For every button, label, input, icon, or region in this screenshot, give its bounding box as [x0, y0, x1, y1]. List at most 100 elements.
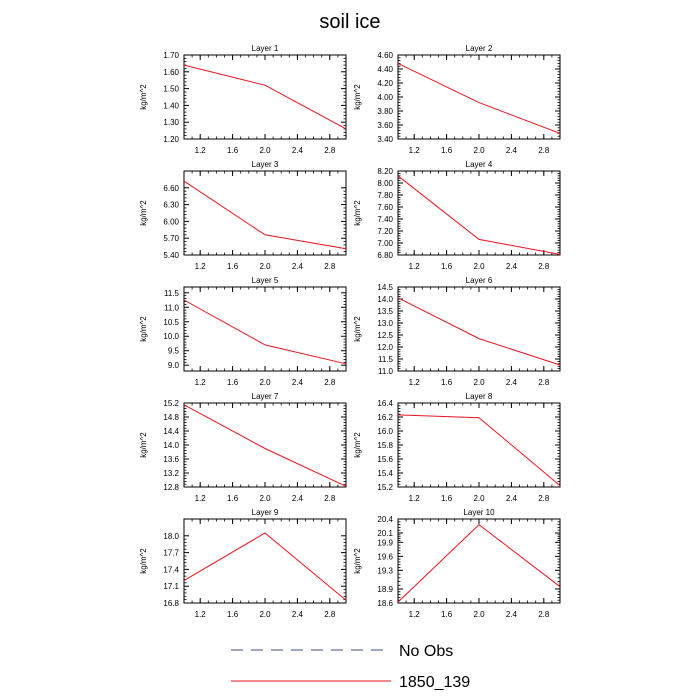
y-tick-label: 7.20	[377, 227, 393, 236]
x-tick-label: 1.2	[195, 146, 207, 155]
x-tick-label: 2.0	[259, 610, 271, 619]
x-tick-label: 2.8	[324, 494, 336, 503]
y-tick-label: 14.0	[377, 295, 393, 304]
panel-layer-4: Layer 4 1.2 1.6 2.0 2.4 2.8 6.80 7.00 7.20 7.40 7.…	[353, 160, 561, 271]
y-axis-label: kg/m^2	[353, 200, 362, 226]
panel-layer-6: Layer 6 1.2 1.6 2.0 2.4 2.8 11.0 11.5 12.0 12.5 13…	[353, 276, 561, 387]
x-tick-label: 1.6	[227, 146, 239, 155]
legend-label-no-obs: No Obs	[399, 643, 453, 660]
y-tick-label: 4.40	[377, 65, 393, 74]
y-tick-label: 14.8	[163, 413, 179, 422]
plot-frame	[183, 170, 347, 256]
series-line-1850-139	[183, 532, 347, 601]
panel-layer-9: Layer 9 1.2 1.6 2.0 2.4 2.8 16.8 17.1 17.4 17.7 18…	[139, 508, 347, 619]
y-axis-label: kg/m^2	[139, 316, 148, 342]
x-tick-label: 2.0	[473, 262, 485, 271]
y-tick-label: 1.60	[163, 68, 179, 77]
y-tick-label: 13.0	[377, 319, 393, 328]
y-tick-label: 16.0	[377, 427, 393, 436]
x-tick-label: 2.4	[292, 262, 304, 271]
y-tick-label: 15.2	[163, 399, 179, 408]
series-line-1850-139	[183, 404, 347, 487]
x-tick-label: 2.4	[506, 610, 518, 619]
x-tick-label: 1.2	[195, 262, 207, 271]
plot-frame	[183, 518, 347, 604]
panel-layer-7: Layer 7 1.2 1.6 2.0 2.4 2.8 12.8 13.2 13.6 14.0 14…	[139, 392, 347, 503]
x-tick-label: 2.4	[292, 378, 304, 387]
panels-grid: Layer 1 1.2 1.6 2.0 2.4 2.8 1.20 1.30 1.40 1.50 1.…	[139, 44, 561, 619]
y-tick-label: 15.8	[377, 441, 393, 450]
y-axis-label: kg/m^2	[353, 548, 362, 574]
y-tick-label: 6.80	[377, 251, 393, 260]
y-tick-label: 19.3	[377, 566, 393, 575]
x-tick-label: 2.0	[259, 146, 271, 155]
y-tick-label: 17.1	[163, 582, 179, 591]
y-axis-label: kg/m^2	[139, 548, 148, 574]
y-tick-label: 16.4	[377, 399, 393, 408]
panel-layer-2: Layer 2 1.2 1.6 2.0 2.4 2.8 3.40 3.60 3.80 4.00 4.…	[353, 44, 561, 155]
x-tick-label: 1.6	[441, 494, 453, 503]
x-tick-label: 2.0	[473, 610, 485, 619]
y-tick-label: 9.0	[168, 361, 180, 370]
y-tick-label: 7.40	[377, 215, 393, 224]
y-tick-label: 6.30	[163, 201, 179, 210]
panel-title: Layer 2	[466, 44, 493, 53]
x-tick-label: 2.0	[473, 494, 485, 503]
y-tick-label: 3.80	[377, 107, 393, 116]
y-tick-label: 17.7	[163, 549, 179, 558]
y-tick-label: 1.30	[163, 118, 179, 127]
y-tick-label: 13.2	[163, 469, 179, 478]
panel-title: Layer 3	[252, 160, 279, 169]
x-tick-label: 2.4	[292, 494, 304, 503]
y-tick-label: 4.20	[377, 79, 393, 88]
x-tick-label: 1.2	[195, 378, 207, 387]
x-tick-label: 2.4	[506, 494, 518, 503]
series-line-1850-139	[397, 175, 561, 255]
y-tick-label: 18.9	[377, 585, 393, 594]
panel-layer-5: Layer 5 1.2 1.6 2.0 2.4 2.8 9.0 9.5 10.0 10.5 11.0…	[139, 276, 347, 387]
y-axis-label: kg/m^2	[139, 200, 148, 226]
y-tick-label: 18.6	[377, 599, 393, 608]
y-tick-label: 15.2	[377, 483, 393, 492]
y-axis-label: kg/m^2	[139, 432, 148, 458]
x-tick-label: 1.6	[441, 610, 453, 619]
y-tick-label: 9.5	[168, 347, 180, 356]
y-tick-label: 6.00	[163, 217, 179, 226]
x-tick-label: 1.2	[409, 610, 421, 619]
x-tick-label: 2.8	[538, 262, 550, 271]
x-tick-label: 1.6	[227, 262, 239, 271]
y-tick-label: 1.50	[163, 85, 179, 94]
panel-title: Layer 1	[252, 44, 279, 53]
y-tick-label: 12.8	[163, 483, 179, 492]
x-tick-label: 2.0	[259, 262, 271, 271]
y-tick-label: 11.0	[164, 303, 180, 312]
y-tick-label: 14.4	[163, 427, 179, 436]
y-tick-label: 13.6	[163, 455, 179, 464]
y-tick-label: 11.5	[378, 355, 394, 364]
plot-frame	[397, 170, 561, 256]
y-tick-label: 5.70	[163, 234, 179, 243]
series-line-1850-139	[183, 180, 347, 250]
y-tick-label: 8.00	[377, 179, 393, 188]
x-tick-label: 1.6	[441, 378, 453, 387]
x-tick-label: 2.4	[506, 262, 518, 271]
y-tick-label: 12.5	[377, 331, 393, 340]
panel-title: Layer 9	[252, 508, 279, 517]
x-tick-label: 2.0	[259, 494, 271, 503]
plot-frame	[183, 54, 347, 140]
x-tick-label: 1.2	[195, 494, 207, 503]
x-tick-label: 1.2	[409, 494, 421, 503]
legend: No Obs 1850_139	[231, 643, 470, 691]
y-tick-label: 1.40	[163, 101, 179, 110]
y-tick-label: 7.60	[377, 203, 393, 212]
y-tick-label: 1.70	[163, 51, 179, 60]
y-axis-label: kg/m^2	[139, 84, 148, 110]
panel-title: Layer 8	[466, 392, 493, 401]
y-tick-label: 1.20	[163, 135, 179, 144]
x-tick-label: 1.2	[409, 146, 421, 155]
x-tick-label: 1.2	[409, 262, 421, 271]
panel-layer-1: Layer 1 1.2 1.6 2.0 2.4 2.8 1.20 1.30 1.40 1.50 1.…	[139, 44, 347, 155]
y-tick-label: 19.9	[377, 538, 393, 547]
series-line-1850-139	[183, 299, 347, 365]
